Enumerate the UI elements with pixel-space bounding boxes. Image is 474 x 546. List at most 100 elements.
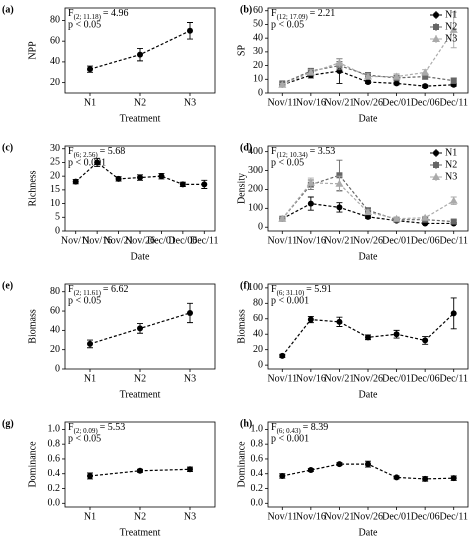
- x-axis-title: Date: [359, 527, 378, 538]
- marker: [393, 474, 400, 481]
- y-axis-title: Richness: [27, 170, 38, 206]
- x-tick-label: N2: [134, 373, 146, 384]
- stat-df: (2; 11.18): [74, 13, 102, 21]
- y-tick-label: 300: [248, 165, 263, 176]
- annotation: p < 0.05: [271, 157, 304, 168]
- y-tick-label: 40: [253, 32, 263, 43]
- x-tick-label: Nov/16: [82, 235, 112, 246]
- y-tick-label: 20: [50, 77, 60, 88]
- y-axis-title: Density: [236, 173, 247, 204]
- stat-value: = 5.91: [306, 284, 332, 295]
- marker: [449, 25, 458, 33]
- annotation: p < 0.05: [271, 19, 304, 30]
- y-tick-label: 0.6: [48, 453, 61, 464]
- panel-label: (c): [2, 142, 13, 153]
- marker: [137, 174, 143, 181]
- marker: [450, 218, 457, 225]
- stat-symbol: F: [68, 422, 74, 433]
- annotation: F(2; 11.18) = 4.96: [68, 8, 129, 20]
- x-tick-label: Dec/11: [439, 511, 468, 522]
- y-tick-label: 1.0: [251, 424, 264, 435]
- marker: [432, 35, 440, 42]
- x-tick-label: Nov/26: [125, 235, 155, 246]
- y-tick-label: 0: [258, 222, 263, 233]
- x-tick-label: Nov/21: [104, 235, 134, 246]
- x-axis-title: Date: [359, 251, 378, 262]
- y-tick-label: 25: [50, 157, 60, 168]
- marker: [278, 214, 287, 222]
- stat-symbol: F: [271, 284, 277, 295]
- panel: (f)BiomassDate020406080100Nov/11Nov/16No…: [236, 280, 469, 400]
- marker: [306, 68, 315, 76]
- x-tick-label: Nov/21: [324, 373, 354, 384]
- y-tick-label: 200: [248, 184, 263, 195]
- marker: [336, 204, 343, 211]
- marker: [421, 213, 430, 221]
- marker: [393, 331, 400, 338]
- marker: [94, 159, 101, 166]
- x-tick-label: Dec/06: [411, 97, 440, 108]
- y-tick-label: 0.4: [251, 468, 264, 479]
- x-tick-label: N2: [134, 511, 146, 522]
- marker: [450, 77, 457, 84]
- x-tick-label: Nov/21: [324, 235, 354, 246]
- x-tick-label: Nov/26: [353, 511, 383, 522]
- marker: [307, 200, 314, 207]
- marker: [422, 83, 429, 90]
- y-axis-title: NPP: [27, 41, 38, 60]
- y-tick-label: 0: [55, 363, 60, 374]
- x-axis-title: Date: [359, 389, 378, 400]
- annotation: p < 0.001: [271, 295, 309, 306]
- y-tick-label: 10: [50, 198, 60, 209]
- panel: (d)DensityDate0100200300400Nov/11Nov/16N…: [236, 142, 469, 262]
- x-tick-label: Nov/21: [324, 511, 354, 522]
- x-tick-label: Dec/11: [439, 97, 468, 108]
- y-tick-label: 80: [253, 298, 263, 309]
- y-axis-title: Dominance: [236, 441, 247, 488]
- x-tick-label: N3: [184, 511, 196, 522]
- y-tick-label: 40: [253, 329, 263, 340]
- stat-value: = 5.68: [100, 146, 126, 157]
- panel-label: (d): [240, 142, 252, 153]
- stat-value: = 4.96: [103, 8, 129, 19]
- marker: [87, 66, 93, 73]
- stat-df: (12; 10.34): [277, 151, 309, 159]
- x-tick-label: N1: [84, 511, 96, 522]
- x-tick-label: N1: [84, 97, 96, 108]
- y-tick-label: 20: [50, 170, 60, 181]
- y-tick-label: 60: [50, 305, 60, 316]
- legend-label: N3: [445, 171, 457, 182]
- marker: [364, 72, 372, 80]
- y-tick-label: 400: [248, 146, 263, 157]
- y-axis-title: Biomass: [27, 309, 38, 344]
- x-tick-label: Nov/11: [61, 235, 91, 246]
- marker: [433, 150, 439, 156]
- panel: (a) NPP Treatment 20 40 60 80 N1 N2 N3 F(2; 11.18)…: [2, 4, 216, 124]
- marker: [279, 352, 286, 359]
- x-tick-label: Nov/26: [353, 235, 383, 246]
- y-tick-label: 40: [50, 56, 60, 67]
- x-tick-label: Dec/06: [411, 373, 440, 384]
- marker: [450, 310, 457, 317]
- annotation: F(6; 2.56) = 5.68: [68, 146, 125, 158]
- x-axis-title: Treatment: [120, 527, 161, 538]
- y-tick-label: 0.2: [48, 483, 61, 494]
- legend-label: N1: [445, 147, 457, 158]
- panel: (g) Dominance Treatment 0.0 0.2 0.4 0.6 0.8 1.0 N…: [2, 418, 216, 538]
- marker: [187, 466, 193, 473]
- annotation: p < 0.001: [68, 157, 106, 168]
- marker: [137, 51, 143, 58]
- stat-df: (6; 0.43): [277, 427, 302, 435]
- y-tick-label: 0: [258, 359, 263, 370]
- annotation: F(6; 31.10) = 5.91: [271, 284, 332, 296]
- stat-df: (6; 31.10): [277, 289, 305, 297]
- x-tick-label: Nov/16: [296, 235, 326, 246]
- x-tick-label: Dec/11: [190, 235, 219, 246]
- panel-label: (a): [2, 4, 14, 15]
- x-tick-label: Nov/11: [267, 511, 297, 522]
- marker: [115, 175, 122, 182]
- marker: [137, 325, 143, 332]
- marker: [422, 73, 429, 80]
- y-tick-label: 20: [253, 60, 263, 71]
